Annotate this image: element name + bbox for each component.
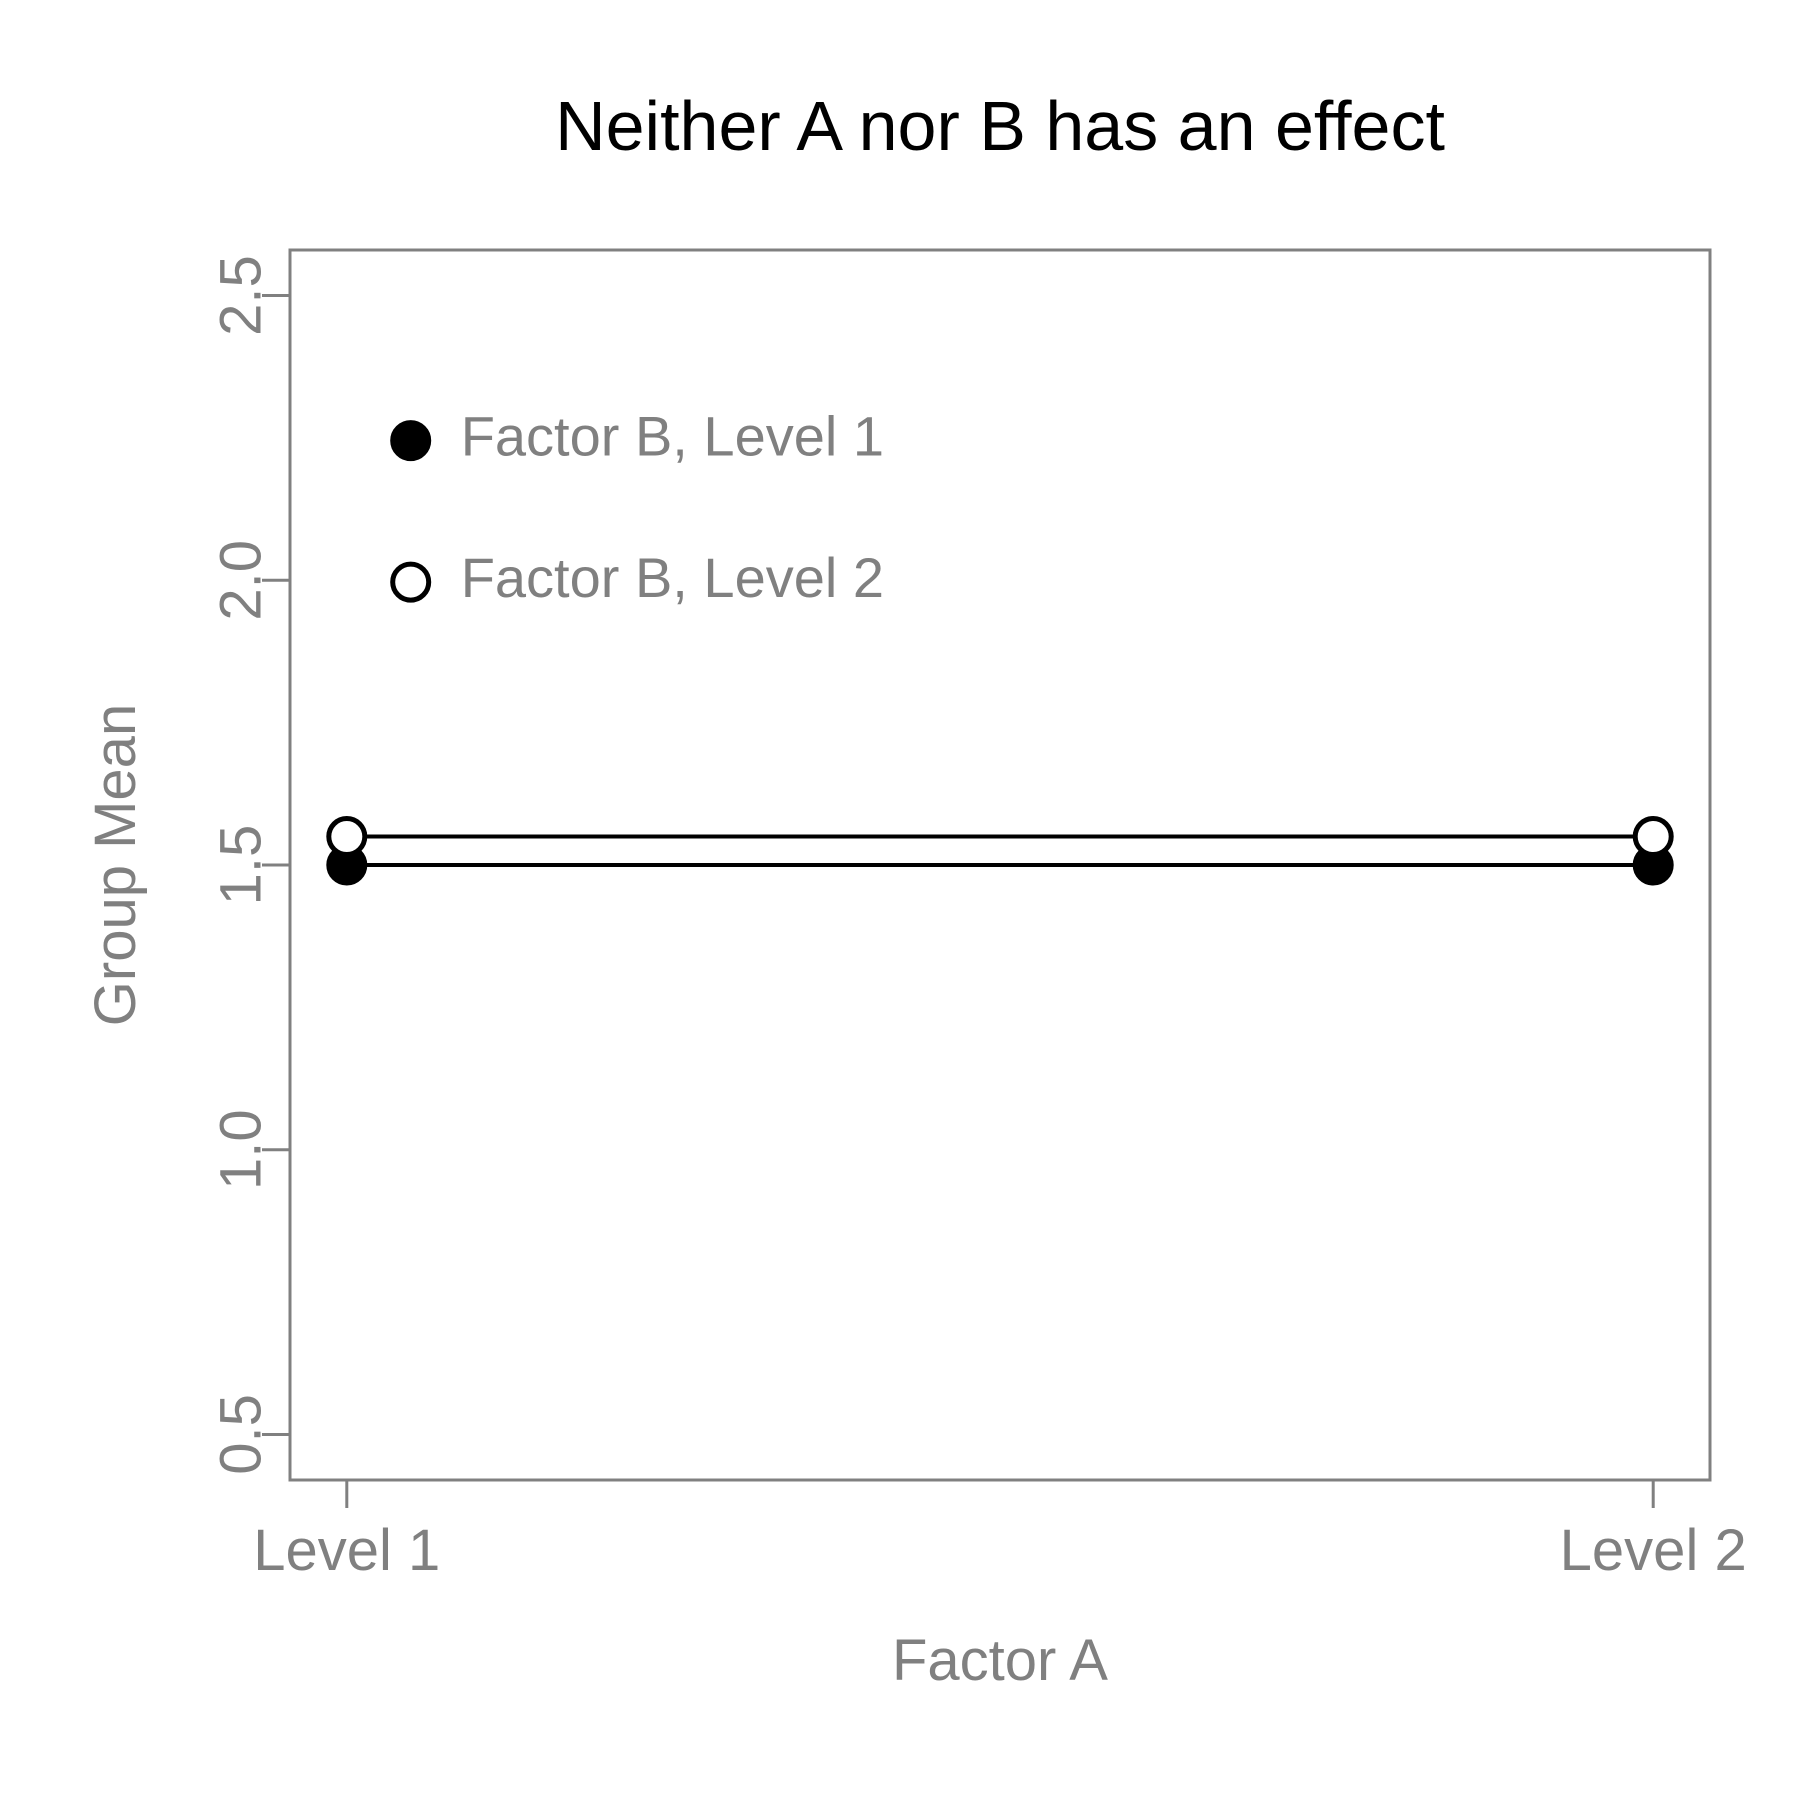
legend-label: Factor B, Level 2 <box>461 546 884 609</box>
y-tick-label: 1.0 <box>208 1109 273 1190</box>
chart-canvas: Neither A nor B has an effect 0.5 1.0 1.5 2.… <box>0 0 1801 1801</box>
legend-label: Factor B, Level 1 <box>461 404 884 467</box>
x-tick-label: Level 2 <box>1560 1518 1747 1583</box>
interaction-plot: Neither A nor B has an effect 0.5 1.0 1.5 2.… <box>0 0 1801 1801</box>
chart-title: Neither A nor B has an effect <box>555 87 1445 165</box>
series-marker <box>329 819 365 855</box>
y-tick-label: 2.5 <box>208 255 273 336</box>
y-tick-label: 2.0 <box>208 540 273 621</box>
y-axis-label: Group Mean <box>83 704 148 1026</box>
series-marker <box>1635 819 1671 855</box>
legend-marker <box>393 423 429 459</box>
y-tick-label: 1.5 <box>208 825 273 906</box>
x-axis-label: Factor A <box>892 1628 1108 1693</box>
x-tick-label: Level 1 <box>253 1518 440 1583</box>
legend-marker <box>393 564 429 600</box>
y-tick-label: 0.5 <box>208 1394 273 1475</box>
